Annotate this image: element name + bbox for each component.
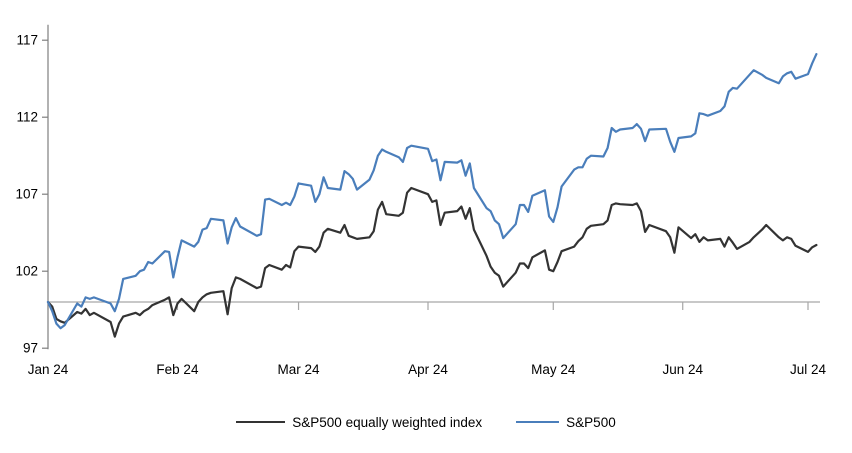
legend-label-equal-weight-index: S&P500 equally weighted index [292, 414, 483, 430]
equal-weight-line-swatch [236, 421, 286, 423]
legend: S&P500 equally weighted index S&P500 [0, 411, 852, 433]
y-axis-label-0: 97 [23, 341, 38, 356]
y-axis-label-4: 117 [16, 33, 38, 48]
x-axis-label-3: Apr 24 [408, 362, 448, 377]
y-axis-label-2: 107 [15, 187, 38, 202]
sp500-line-swatch [516, 421, 560, 423]
legend-item-equal-weight-index: S&P500 equally weighted index [236, 415, 482, 430]
legend-item-sp500: S&P500 [516, 415, 616, 430]
x-axis-label-4: May 24 [531, 362, 576, 377]
y-axis-label-1: 102 [15, 264, 38, 279]
legend-label-sp500: S&P500 [566, 414, 616, 430]
x-axis-label-5: Jun 24 [662, 362, 703, 377]
x-axis-label-6: Jul 24 [790, 362, 827, 377]
x-axis-label-1: Feb 24 [156, 362, 199, 377]
sp500-equal-weight-line [46, 186, 818, 338]
y-axis-label-3: 112 [16, 110, 38, 125]
x-axis-label-2: Mar 24 [278, 362, 321, 377]
sp500-line [46, 52, 818, 330]
x-axis-label-0: Jan 24 [28, 362, 69, 377]
